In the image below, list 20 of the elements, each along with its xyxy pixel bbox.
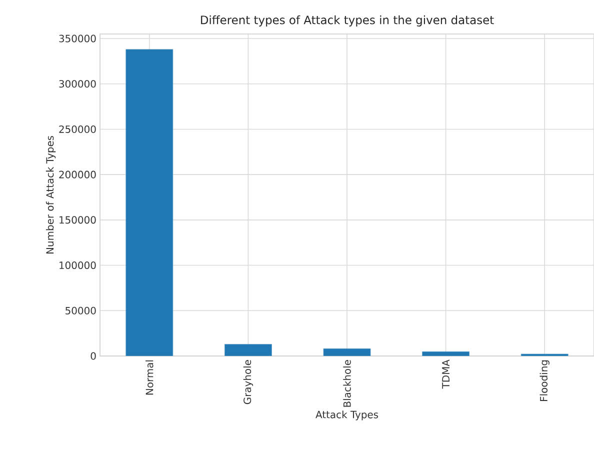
- x-tick-label: Flooding: [540, 360, 550, 401]
- bar: [224, 344, 272, 356]
- x-tick-label: Grayhole: [243, 360, 254, 404]
- y-tick-label: 250000: [59, 125, 96, 133]
- y-tick-label: 350000: [59, 34, 96, 42]
- x-tick-label: Normal: [146, 360, 154, 395]
- x-tick-label: TDMA: [442, 360, 450, 389]
- bar: [126, 49, 174, 356]
- x-tick-label: Blackhole: [343, 360, 351, 407]
- bar: [323, 348, 371, 356]
- chart-title: Different types of Attack types in the given dataset: [201, 15, 494, 26]
- y-tick-label: 300000: [59, 80, 96, 88]
- y-tick-label: 50000: [66, 306, 96, 314]
- y-tick-label: 200000: [59, 170, 96, 178]
- y-tick-label: 100000: [60, 262, 96, 270]
- y-tick-label: 150000: [60, 216, 96, 224]
- y-tick-label: 0: [90, 352, 96, 360]
- y-axis-title: Number of Attack Types: [46, 136, 56, 254]
- bar: [422, 351, 470, 356]
- x-axis-title: Attack Types: [316, 410, 378, 420]
